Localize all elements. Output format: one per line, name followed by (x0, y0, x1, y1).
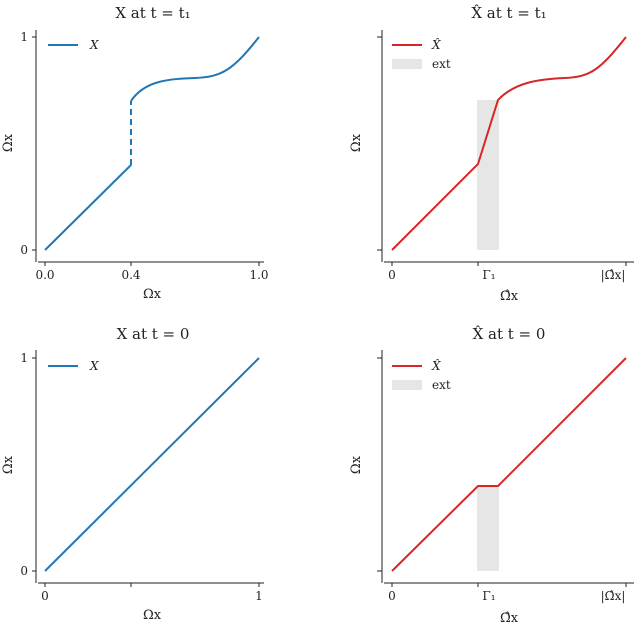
legend-swatch-ext (392, 380, 422, 390)
panel-xhat-t1: X̂ at t = t₁ 0 Γ₁ |Ω̂x| Ω̂x Ωx X̂ ext (349, 4, 634, 304)
panel-title: X̂ at t = t₁ (471, 4, 546, 22)
y-axis-label: Ωx (1, 455, 16, 474)
panel-x-t1: X at t = t₁ 0 1 0.0 0.4 1.0 Ωx Ωx X (1, 4, 269, 302)
legend-label: ext (432, 378, 451, 392)
legend-label: X (89, 359, 99, 373)
panel-title: X̂ at t = 0 (473, 325, 546, 343)
legend-swatch-ext (392, 59, 422, 69)
series-line-xhat (391, 357, 627, 572)
x-tick-label: 1 (255, 589, 263, 603)
legend-label: X (89, 38, 99, 52)
panel-xhat-t0: X̂ at t = 0 0 Γ₁ |Ω̂x| Ω̂x Ωx X̂ ext (349, 325, 634, 626)
y-tick-label: 0 (20, 564, 28, 578)
x-tick-label: Γ₁ (482, 589, 495, 603)
y-tick-label: 0 (20, 243, 28, 257)
series-line-x-lower (44, 164, 132, 251)
x-axis-label: Ω̂x (500, 289, 519, 304)
x-tick-label: 0 (41, 589, 49, 603)
x-axis-label: Ω̂x (500, 611, 519, 626)
series-line-xhat (391, 36, 627, 251)
x-tick-label: 0 (388, 589, 396, 603)
y-axis-label: Ωx (349, 455, 364, 474)
ext-band (477, 100, 499, 250)
legend-label: X̂ (431, 358, 441, 373)
series-line-x-upper (130, 36, 260, 102)
x-tick-label: |Ω̂x| (601, 268, 626, 282)
panel-title: X at t = 0 (117, 325, 190, 343)
x-tick-label: 0.4 (121, 268, 140, 282)
ext-band (477, 486, 499, 571)
x-axis-label: Ωx (143, 287, 162, 302)
y-axis-label: Ωx (349, 133, 364, 152)
x-axis-label: Ωx (143, 608, 162, 623)
x-tick-label: 0.0 (35, 268, 54, 282)
x-tick-label: Γ₁ (482, 268, 495, 282)
x-tick-label: 1.0 (249, 268, 268, 282)
panel-title: X at t = t₁ (115, 4, 190, 22)
x-tick-label: |Ω̂x| (601, 589, 626, 603)
y-tick-label: 1 (20, 351, 28, 365)
series-line-x (44, 357, 260, 572)
y-tick-label: 1 (20, 30, 28, 44)
x-tick-label: 0 (388, 268, 396, 282)
panel-x-t0: X at t = 0 0 1 0 1 Ωx Ωx X (1, 325, 264, 623)
y-axis-label: Ωx (1, 133, 16, 152)
legend-label: X̂ (431, 37, 441, 52)
legend-label: ext (432, 57, 451, 71)
